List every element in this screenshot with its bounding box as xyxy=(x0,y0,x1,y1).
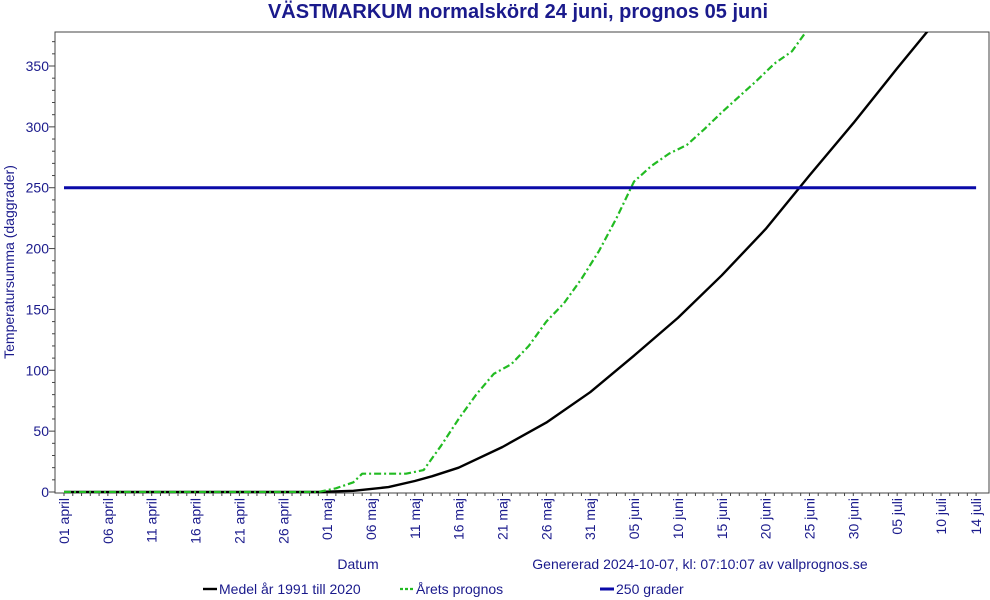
y-axis-label: Temperatursumma (daggrader) xyxy=(1,165,17,359)
x-tick-label: 05 juni xyxy=(626,498,642,539)
x-tick-label: 01 maj xyxy=(319,498,335,540)
chart-title: VÄSTMARKUM normalskörd 24 juni, prognos … xyxy=(268,0,768,23)
y-tick-label: 250 xyxy=(26,180,50,196)
x-tick-label: 21 maj xyxy=(495,498,511,540)
series-line-2 xyxy=(64,32,808,493)
x-tick-label: 06 maj xyxy=(363,498,379,540)
x-axis-label: Datum xyxy=(337,556,378,572)
generated-footer: Genererad 2024-10-07, kl: 07:10:07 av va… xyxy=(532,556,868,572)
x-tick-label: 05 juli xyxy=(889,498,905,535)
x-tick-label: 21 april xyxy=(231,498,247,544)
y-axis: 0 50 100 150 200 250 300 350 xyxy=(26,41,55,500)
x-tick-label: 20 juni xyxy=(758,498,774,539)
x-tick-label: 06 april xyxy=(100,498,116,544)
y-tick-label: 350 xyxy=(26,58,50,74)
x-tick-label: 26 maj xyxy=(538,498,554,540)
y-tick-label: 0 xyxy=(41,484,49,500)
x-tick-label: 14 juli xyxy=(968,498,984,535)
x-tick-label: 10 juni xyxy=(670,498,686,539)
x-tick-label: 30 juni xyxy=(845,498,861,539)
x-tick-label: 16 april xyxy=(188,498,204,544)
x-tick-label: 11 maj xyxy=(407,498,423,539)
series-layer xyxy=(64,32,977,493)
x-tick-label: 16 maj xyxy=(451,498,467,540)
x-tick-label: 11 april xyxy=(144,498,160,543)
series-line-1 xyxy=(64,32,929,493)
plot-area xyxy=(54,31,990,494)
x-axis: 01 april 06 april 11 april 16 april 21 april… xyxy=(56,493,984,544)
y-tick-label: 200 xyxy=(26,241,50,257)
x-tick-label: 31 maj xyxy=(582,498,598,540)
x-tick-label: 10 juli xyxy=(933,498,949,535)
legend-label: 250 grader xyxy=(616,581,684,597)
x-tick-label: 26 april xyxy=(275,498,291,544)
y-tick-label: 50 xyxy=(33,423,49,439)
x-tick-label: 15 juni xyxy=(714,498,730,539)
y-tick-label: 100 xyxy=(26,362,50,378)
y-tick-label: 150 xyxy=(26,301,50,317)
legend-label: Årets prognos xyxy=(416,581,503,597)
x-tick-label: 01 april xyxy=(56,498,72,544)
legend: Medel år 1991 till 2020 Årets prognos 250 … xyxy=(203,581,684,597)
y-tick-label: 300 xyxy=(26,119,50,135)
legend-label: Medel år 1991 till 2020 xyxy=(219,581,361,597)
x-tick-label: 25 juni xyxy=(801,498,817,539)
